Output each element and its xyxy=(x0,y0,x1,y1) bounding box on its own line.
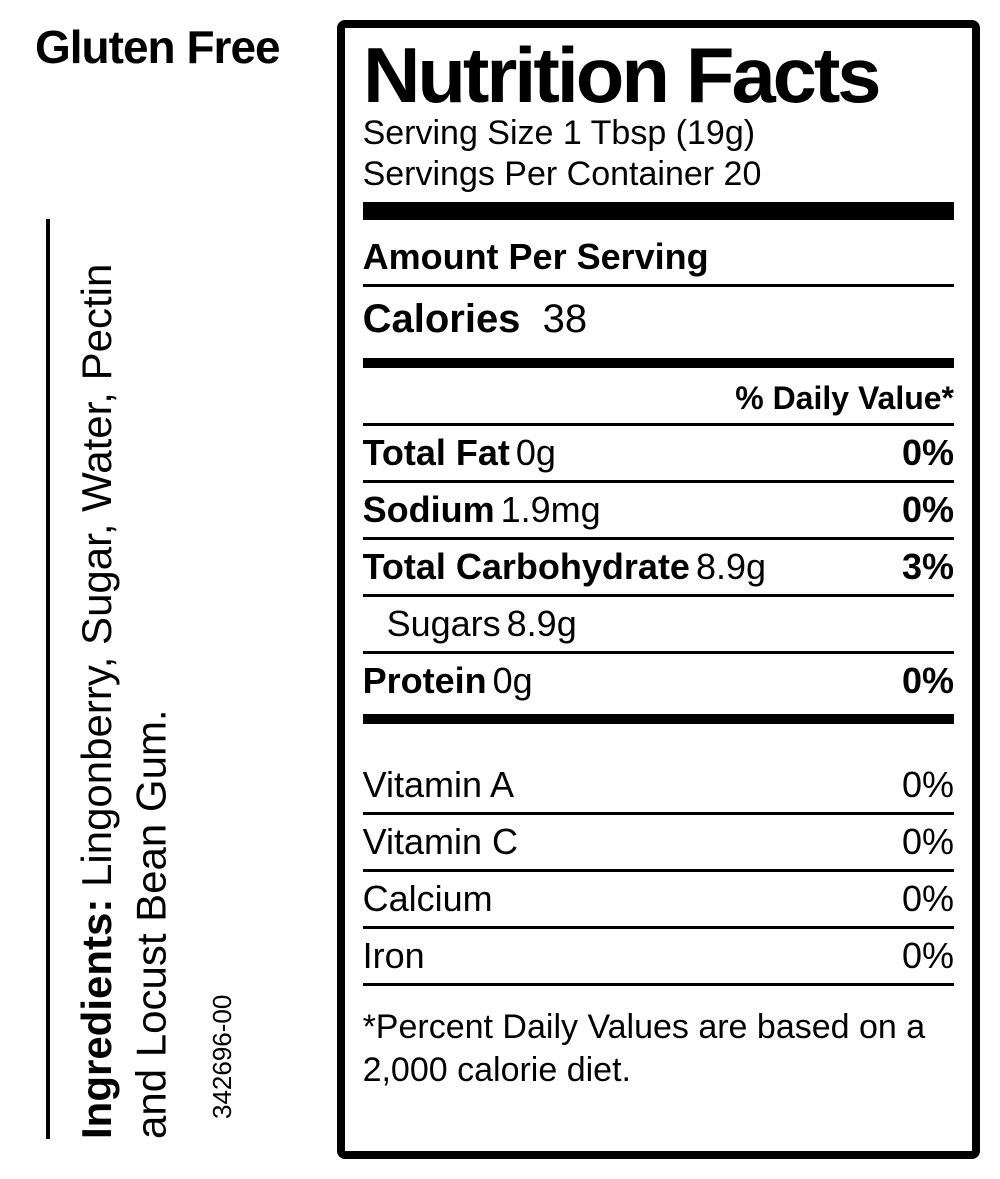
amount-per-serving-header: Amount Per Serving xyxy=(363,228,954,284)
medium-divider xyxy=(363,358,954,368)
gluten-free-badge: Gluten Free xyxy=(35,20,327,74)
vitamin-row: Calcium 0% xyxy=(363,872,954,926)
nutrient-row: Total Carbohydrate 8.9g 3% xyxy=(363,540,954,594)
product-code: 342696-00 xyxy=(207,969,238,1119)
label-container: Gluten Free Ingredients: Lingonberry, Su… xyxy=(0,0,1000,1179)
calories-label: Calories xyxy=(363,297,521,341)
calories-row: Calories 38 xyxy=(363,287,954,352)
daily-value-footnote: *Percent Daily Values are based on a 2,0… xyxy=(363,1006,954,1091)
nutrients-list: Total Fat 0g 0% Sodium 1.9mg 0% Total Carboh… xyxy=(363,426,954,708)
panel-title: Nutrition Facts xyxy=(363,38,966,112)
servings-per-label: Servings Per Container xyxy=(363,155,715,193)
vitamin-name: Vitamin C xyxy=(363,821,518,863)
thick-divider xyxy=(363,202,954,220)
servings-per-container: Servings Per Container 20 xyxy=(363,155,954,194)
nutrient-amount: 0g xyxy=(516,432,556,474)
nutrient-row: Total Fat 0g 0% xyxy=(363,426,954,480)
nutrient-percent: 0% xyxy=(902,660,954,702)
thin-divider xyxy=(363,983,954,986)
nutrient-row: Sodium 1.9mg 0% xyxy=(363,483,954,537)
vitamin-name: Calcium xyxy=(363,878,493,920)
nutrient-percent: 3% xyxy=(902,546,954,588)
left-column: Gluten Free Ingredients: Lingonberry, Su… xyxy=(20,20,337,1159)
nutrient-name: Total Carbohydrate xyxy=(363,546,690,588)
vitamin-name: Iron xyxy=(363,935,425,977)
gap xyxy=(363,730,954,758)
vitamin-percent: 0% xyxy=(902,821,954,863)
vitamin-name: Vitamin A xyxy=(363,764,514,806)
nutrient-name: Total Fat xyxy=(363,432,510,474)
ingredients-text: Ingredients: Lingonberry, Sugar, Water, … xyxy=(70,219,179,1139)
nutrient-row: Protein 0g 0% xyxy=(363,654,954,708)
nutrient-name: Protein xyxy=(363,660,487,702)
nutrient-amount: 8.9g xyxy=(507,603,577,645)
nutrient-percent: 0% xyxy=(902,489,954,531)
vitamin-percent: 0% xyxy=(902,935,954,977)
vitamins-list: Vitamin A 0% Vitamin C 0% Calcium 0% Iron 0% xyxy=(363,758,954,986)
nutrient-percent: 0% xyxy=(902,432,954,474)
vitamin-row: Vitamin A 0% xyxy=(363,758,954,812)
serving-size-label: Serving Size xyxy=(363,114,554,152)
nutrient-amount: 1.9mg xyxy=(501,489,601,531)
calories-value: 38 xyxy=(543,297,588,341)
vitamin-row: Vitamin C 0% xyxy=(363,815,954,869)
vitamin-percent: 0% xyxy=(902,878,954,920)
serving-size-value: 1 Tbsp (19g) xyxy=(563,114,755,152)
medium-divider xyxy=(363,714,954,724)
servings-per-value: 20 xyxy=(724,155,762,193)
vertical-divider xyxy=(46,219,50,1139)
nutrient-name: Sugars xyxy=(363,603,501,645)
nutrient-amount: 8.9g xyxy=(696,546,766,588)
nutrient-amount: 0g xyxy=(493,660,533,702)
vitamin-percent: 0% xyxy=(902,764,954,806)
left-bottom-section: Ingredients: Lingonberry, Sugar, Water, … xyxy=(20,94,327,1159)
daily-value-header: % Daily Value* xyxy=(363,374,954,423)
ingredients-label: Ingredients: xyxy=(73,899,120,1139)
nutrient-row: Sugars 8.9g xyxy=(363,597,954,651)
serving-size: Serving Size 1 Tbsp (19g) xyxy=(363,114,954,153)
nutrient-name: Sodium xyxy=(363,489,495,531)
vitamin-row: Iron 0% xyxy=(363,929,954,983)
nutrition-facts-panel: Nutrition Facts Serving Size 1 Tbsp (19g… xyxy=(337,20,980,1159)
